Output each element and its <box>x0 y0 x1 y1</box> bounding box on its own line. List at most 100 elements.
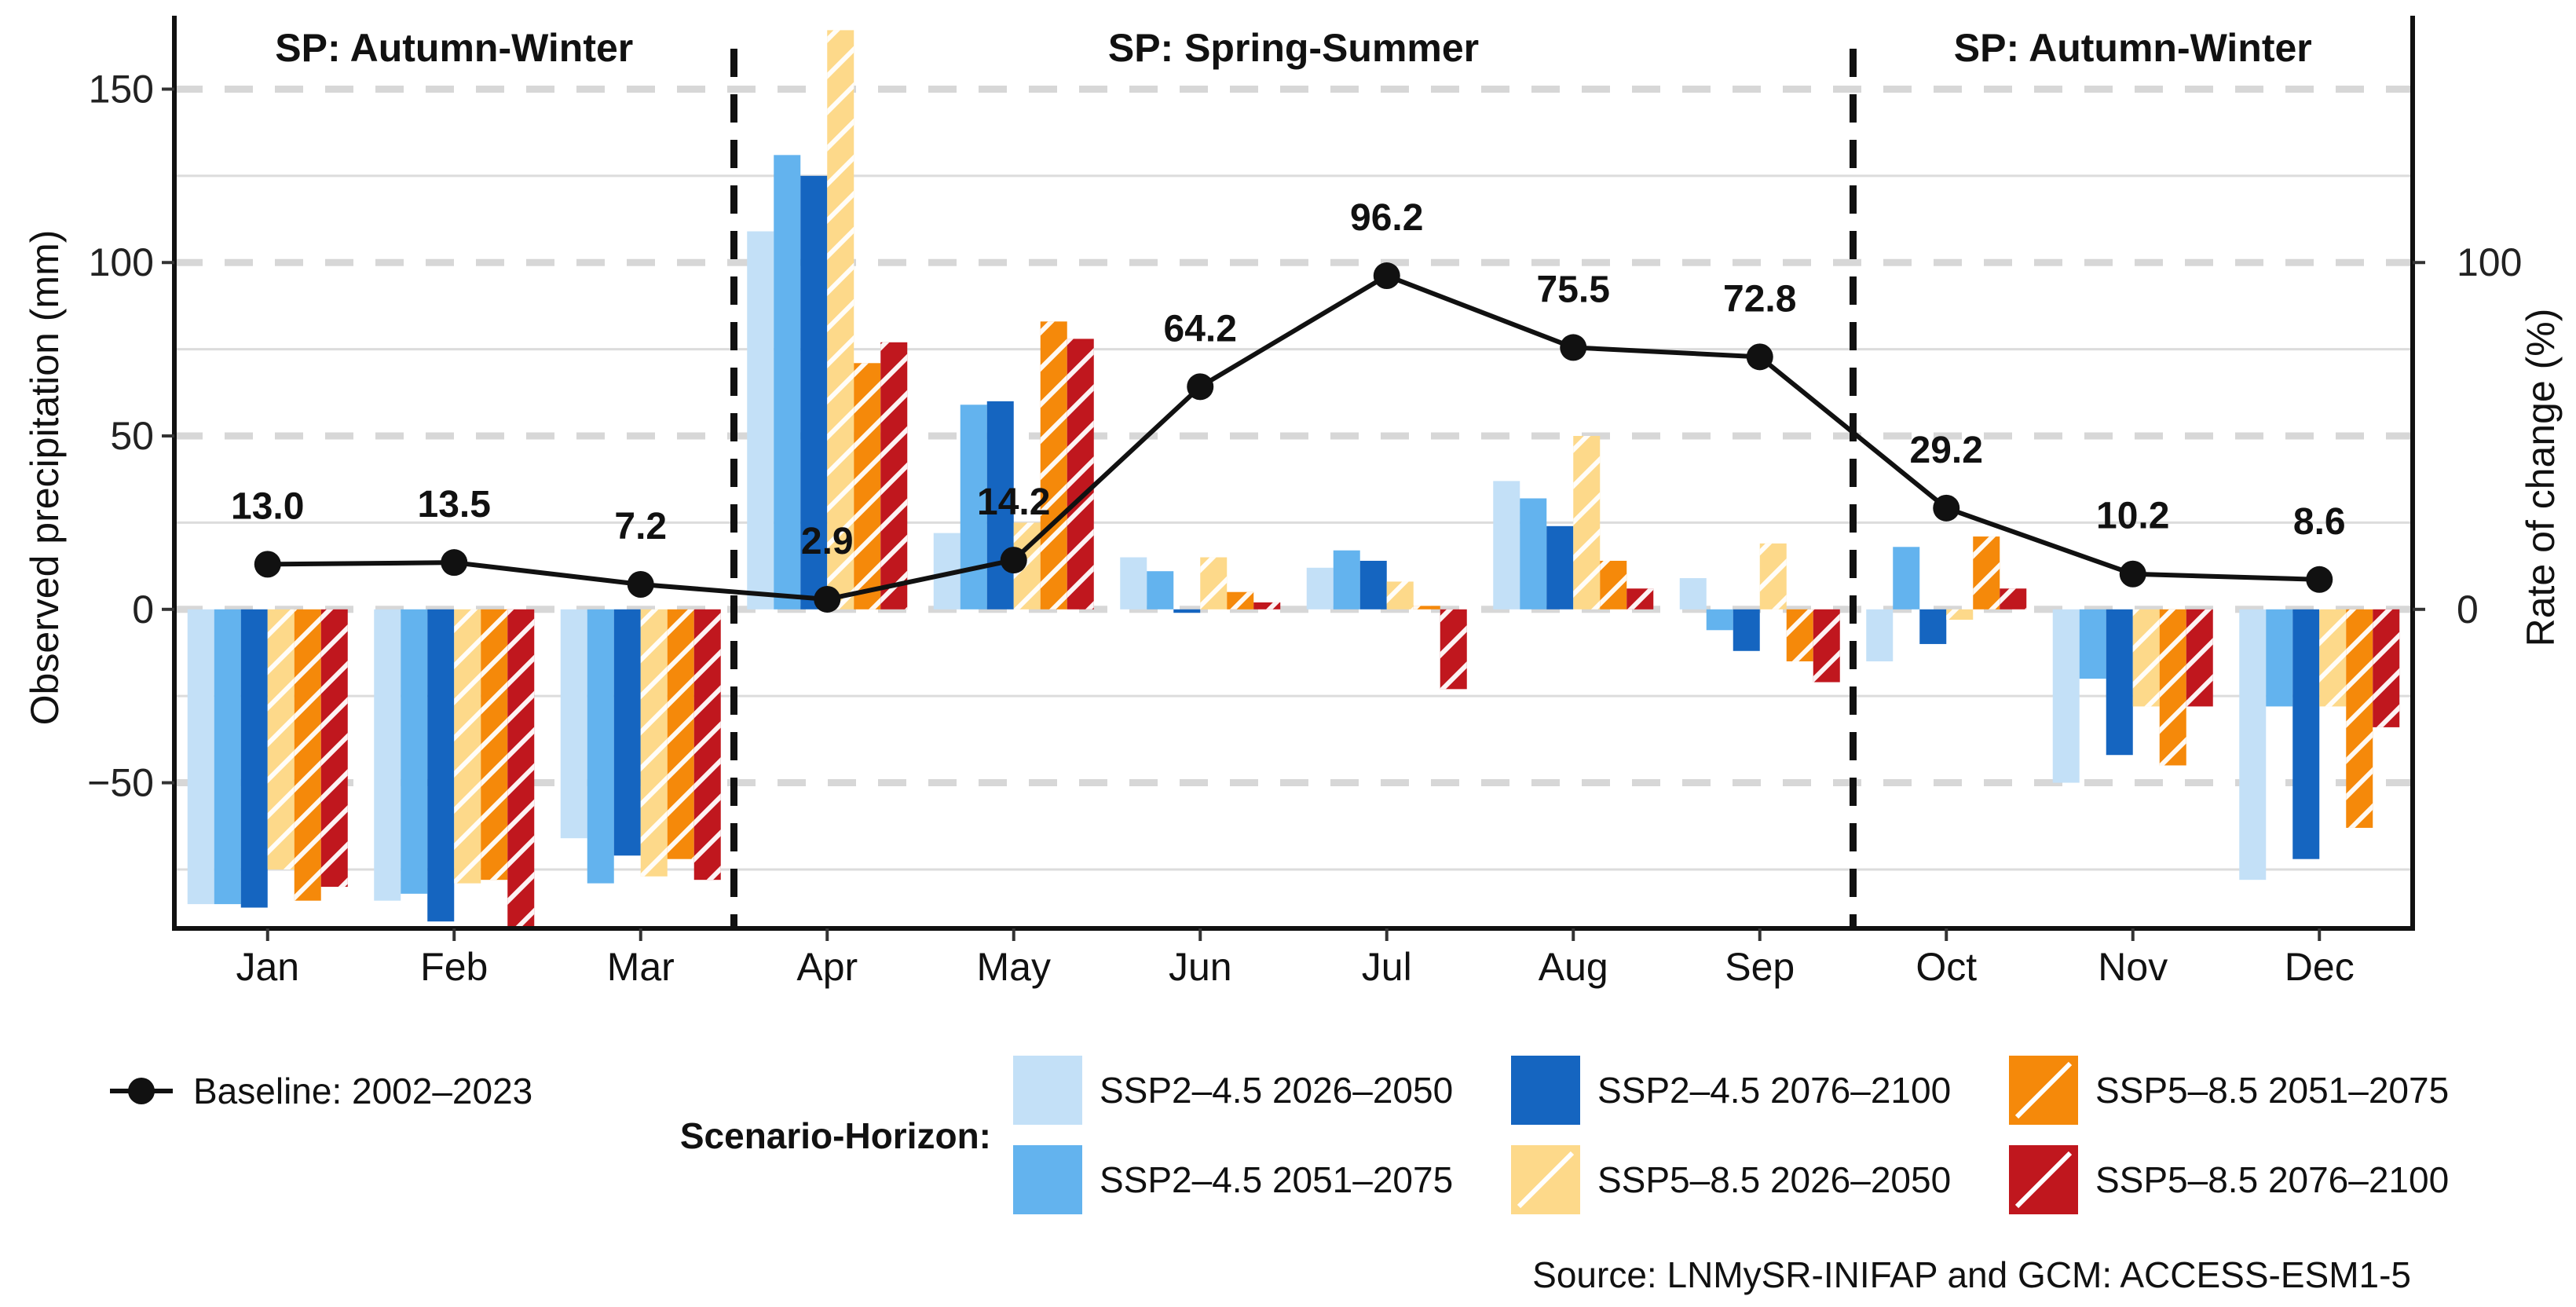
bar-hatch <box>1040 321 1067 610</box>
bar <box>1706 609 1733 631</box>
x-tick-label: Oct <box>1916 945 1977 989</box>
baseline-value-label: 7.2 <box>614 506 667 547</box>
baseline-value-label: 13.0 <box>231 485 304 527</box>
bar <box>1333 550 1360 610</box>
y-tick-label: 50 <box>110 414 154 458</box>
bar-hatch <box>2346 609 2373 828</box>
x-tick-label: Jun <box>1169 945 1232 989</box>
baseline-point <box>1000 547 1027 574</box>
bar <box>1359 560 1387 610</box>
legend-label: SSP2–4.5 2051–2075 <box>1100 1159 1453 1200</box>
y2-tick-label: 100 <box>2457 240 2522 284</box>
baseline-value-label: 14.2 <box>977 481 1050 523</box>
x-tick-label: Dec <box>2285 945 2355 989</box>
bar-hatch <box>667 609 694 859</box>
bar-hatch <box>1440 609 1467 690</box>
y-tick-label: 0 <box>132 588 154 632</box>
baseline-value-label: 10.2 <box>2096 496 2169 537</box>
bar-hatch <box>1200 557 1228 610</box>
bar-hatch <box>1067 339 1094 610</box>
bar <box>2266 609 2293 707</box>
x-tick-label: Aug <box>1539 945 1608 989</box>
y-axis-title: Observed precipitation (mm) <box>23 230 67 726</box>
bar-hatch <box>481 609 508 880</box>
bar-hatch <box>880 342 908 610</box>
baseline-value-label: 96.2 <box>1350 197 1423 239</box>
baseline-point <box>627 570 654 598</box>
bar <box>960 405 987 610</box>
bar-hatch <box>294 609 321 901</box>
bar <box>1306 567 1334 610</box>
baseline-point <box>441 549 468 577</box>
season-label: SP: Spring-Summer <box>1108 26 1479 70</box>
bar-hatch <box>1413 606 1440 610</box>
bar <box>774 155 801 610</box>
bar <box>986 401 1014 610</box>
baseline-point <box>1187 373 1214 401</box>
y-tick-label: 100 <box>89 240 154 284</box>
x-tick-label: Jan <box>236 945 299 989</box>
bar-hatch <box>1227 591 1254 610</box>
bar <box>1173 609 1201 613</box>
bar-hatch <box>2319 609 2347 707</box>
bar-hatch <box>1786 609 1813 662</box>
bar <box>2106 609 2133 756</box>
y-tick-label: −50 <box>87 761 154 805</box>
baseline-value-label: 2.9 <box>801 521 854 562</box>
bar <box>587 609 614 884</box>
season-label: SP: Autumn-Winter <box>275 26 633 70</box>
bar-hatch <box>2000 588 2027 610</box>
x-tick-label: May <box>977 945 1051 989</box>
y2-axis-title: Rate of change (%) <box>2519 309 2563 647</box>
bar-hatch <box>1626 588 1654 610</box>
bar-hatch <box>854 363 881 610</box>
bar <box>2239 609 2267 880</box>
baseline-point <box>254 551 281 578</box>
baseline-line <box>267 273 2320 602</box>
baseline-value-label: 13.5 <box>418 484 491 525</box>
bar <box>747 231 774 610</box>
baseline-value-label: 75.5 <box>1537 269 1610 310</box>
bar <box>401 609 428 894</box>
x-tick-label: Mar <box>607 945 675 989</box>
bar-hatch <box>827 30 854 610</box>
x-tick-label: Nov <box>2098 945 2168 989</box>
bar <box>2079 609 2106 679</box>
bar <box>240 609 268 908</box>
bar <box>1546 525 1574 610</box>
bar-hatch <box>1386 581 1414 610</box>
bar <box>1120 557 1147 610</box>
bar-hatch <box>693 609 721 880</box>
bar <box>1919 609 1947 644</box>
bar <box>187 609 214 905</box>
bar-hatch <box>1573 436 1601 610</box>
bar <box>2052 609 2080 783</box>
baseline-point <box>2306 566 2333 593</box>
bar <box>1733 609 1760 651</box>
bar <box>214 609 241 905</box>
bar-hatch <box>1759 543 1787 610</box>
bar-hatch <box>1946 609 1974 621</box>
bar <box>1866 609 1894 662</box>
bar-hatch <box>2186 609 2213 707</box>
legend-swatch-hatch <box>2014 1151 2073 1209</box>
baseline-point <box>1560 334 1587 361</box>
bar-hatch <box>2159 609 2186 766</box>
legend-baseline-point <box>128 1078 155 1104</box>
baseline-value-label: 72.8 <box>1723 278 1796 320</box>
bar <box>1679 578 1707 610</box>
x-tick-label: Jul <box>1362 945 1412 989</box>
bar-hatch <box>267 609 295 870</box>
y2-tick-label: 0 <box>2457 588 2479 632</box>
legend-swatch <box>1013 1056 1082 1125</box>
baseline-value-label: 8.6 <box>2293 501 2346 543</box>
x-tick-label: Apr <box>796 945 858 989</box>
bar-hatch <box>1973 536 2000 610</box>
legend-title: Scenario-Horizon: <box>680 1115 991 1156</box>
bar-hatch <box>640 609 668 877</box>
baseline-value-label: 64.2 <box>1164 308 1237 350</box>
bar <box>427 609 455 922</box>
source-note: Source: LNMySR-INIFAP and GCM: ACCESS-ES… <box>1532 1254 2411 1295</box>
x-tick-label: Sep <box>1725 945 1795 989</box>
